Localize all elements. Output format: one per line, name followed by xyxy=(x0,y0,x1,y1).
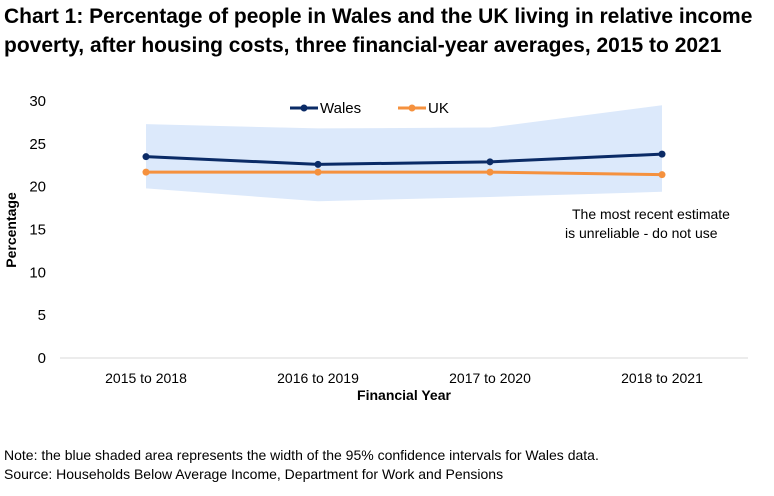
wales-line xyxy=(145,152,663,166)
annotation-line-1: The most recent estimate xyxy=(572,206,730,222)
x-tick-label: 2018 to 2021 xyxy=(621,370,703,386)
y-tick-label: 30 xyxy=(29,93,46,110)
legend-uk-marker xyxy=(408,104,416,112)
x-tick-label: 2015 to 2018 xyxy=(105,370,187,386)
uk-point xyxy=(142,168,150,176)
wales-point xyxy=(142,153,150,161)
legend-wales-marker xyxy=(300,104,308,112)
y-axis-label: Percentage xyxy=(3,192,19,268)
y-tick-label: 5 xyxy=(38,307,46,324)
annotation-line-2: is unreliable - do not use xyxy=(565,225,718,241)
x-tick-label: 2017 to 2020 xyxy=(449,370,531,386)
wales-point xyxy=(658,150,666,158)
uk-point xyxy=(658,171,666,179)
y-tick-label: 25 xyxy=(29,136,46,153)
y-tick-label: 20 xyxy=(29,179,46,196)
y-tick-label: 10 xyxy=(29,264,46,281)
uk-line xyxy=(146,170,663,177)
uk-point xyxy=(314,168,322,176)
legend-wales-label: Wales xyxy=(320,100,361,117)
wales-point xyxy=(314,160,322,168)
uk-point xyxy=(486,168,494,176)
x-axis-label: Financial Year xyxy=(357,387,451,403)
legend-uk-label: UK xyxy=(428,100,449,117)
confidence-interval-area xyxy=(146,105,662,202)
chart-title: Chart 1: Percentage of people in Wales a… xyxy=(4,5,753,57)
note-text: Note: the blue shaded area represents th… xyxy=(4,447,599,463)
y-tick-label: 0 xyxy=(38,350,46,367)
source-text: Source: Households Below Average Income,… xyxy=(4,466,504,482)
wales-point xyxy=(486,158,494,166)
y-tick-label: 15 xyxy=(29,222,46,239)
x-tick-label: 2016 to 2019 xyxy=(277,370,359,386)
